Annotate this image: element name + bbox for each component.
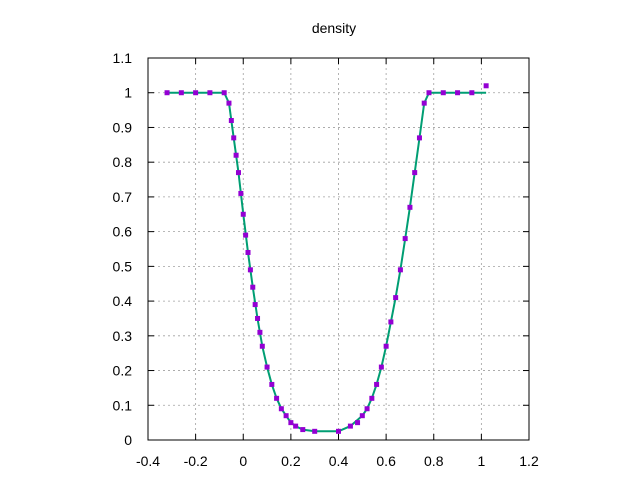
data-point xyxy=(455,90,461,96)
y-tick-label: 0.1 xyxy=(113,397,133,413)
data-point xyxy=(226,100,232,106)
x-tick-label: 0.6 xyxy=(376,453,396,469)
data-point xyxy=(243,232,249,238)
data-point xyxy=(178,90,184,96)
data-point xyxy=(421,100,427,106)
chart-title: density xyxy=(312,20,356,36)
y-tick-label: 0.4 xyxy=(113,293,133,309)
data-point xyxy=(247,267,253,273)
x-tick-label: 0.4 xyxy=(329,453,349,469)
data-point xyxy=(245,249,251,255)
data-point xyxy=(312,428,318,434)
y-tick-label: 0.8 xyxy=(113,154,133,170)
data-point xyxy=(355,420,361,426)
data-point xyxy=(221,90,227,96)
data-point xyxy=(283,413,289,419)
data-point xyxy=(207,90,213,96)
data-point xyxy=(402,236,408,242)
data-point xyxy=(255,315,261,321)
data-point xyxy=(412,170,418,176)
y-tick-label: 1.1 xyxy=(113,50,133,66)
data-point xyxy=(288,420,294,426)
data-point xyxy=(231,135,237,141)
y-tick-label: 0 xyxy=(124,432,132,448)
x-tick-label: 1 xyxy=(477,453,485,469)
data-point xyxy=(416,135,422,141)
data-point xyxy=(250,284,256,290)
y-tick-label: 0.3 xyxy=(113,328,133,344)
data-point xyxy=(483,83,489,89)
data-point xyxy=(378,364,384,370)
data-point xyxy=(193,90,199,96)
series-line-layer xyxy=(167,91,487,433)
data-point xyxy=(347,423,353,429)
data-point xyxy=(440,90,446,96)
data-point xyxy=(257,329,263,335)
data-point xyxy=(252,302,258,308)
data-point xyxy=(397,267,403,273)
y-tick-label: 0.5 xyxy=(113,258,133,274)
data-point xyxy=(336,428,341,434)
data-point xyxy=(369,395,375,401)
data-point xyxy=(393,295,399,301)
axis-ticks xyxy=(147,57,530,441)
data-point xyxy=(240,211,246,217)
y-tick-label: 0.9 xyxy=(113,119,133,135)
data-point xyxy=(233,152,239,158)
data-point xyxy=(469,90,475,96)
data-point xyxy=(374,381,380,387)
data-point xyxy=(407,204,413,210)
data-point xyxy=(426,90,432,96)
x-tick-label: -0.2 xyxy=(184,453,208,469)
series-line xyxy=(167,91,487,433)
data-point xyxy=(274,395,280,401)
y-tick-label: 0.6 xyxy=(113,224,133,240)
data-point xyxy=(383,343,389,349)
data-point xyxy=(300,427,306,433)
y-tick-label: 1 xyxy=(124,85,132,101)
y-tick-label: 0.2 xyxy=(113,363,133,379)
data-point xyxy=(359,413,365,419)
x-tick-label: 0.2 xyxy=(281,453,301,469)
data-point xyxy=(259,343,265,349)
data-point xyxy=(238,190,244,196)
data-point xyxy=(388,319,394,325)
tick-labels: -0.4 -0.2 0 0.2 0.4 0.6 0.8 1 1.2 0 0.1 0.2 0.3 0.4 0.… xyxy=(113,50,539,469)
data-point xyxy=(228,118,234,124)
grid xyxy=(148,58,529,440)
data-point xyxy=(293,423,299,429)
x-tick-label: 0.8 xyxy=(424,453,444,469)
x-tick-label: -0.4 xyxy=(136,453,160,469)
x-tick-label: 1.2 xyxy=(519,453,539,469)
data-point xyxy=(164,90,170,96)
x-tick-label: 0 xyxy=(239,453,247,469)
data-point xyxy=(235,170,241,176)
data-point xyxy=(278,406,284,412)
data-point xyxy=(364,406,370,412)
series-marker-layer xyxy=(164,83,489,434)
data-point xyxy=(269,381,275,387)
y-tick-label: 0.7 xyxy=(113,189,133,205)
data-point xyxy=(264,364,270,370)
